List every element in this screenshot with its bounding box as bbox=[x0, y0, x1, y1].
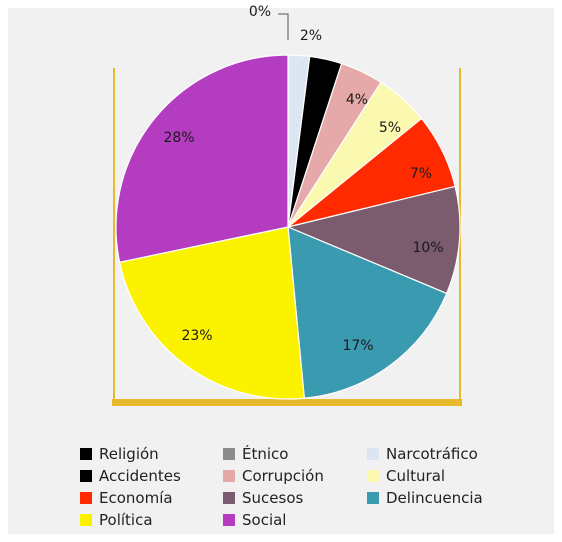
legend-swatch bbox=[80, 514, 92, 526]
frame-base-bar bbox=[112, 399, 462, 406]
legend: Religión Étnico Narcotráfico Accidentes Corr… bbox=[80, 441, 550, 531]
legend-label: Social bbox=[242, 511, 287, 529]
legend-swatch bbox=[223, 448, 235, 460]
legend-swatch bbox=[223, 514, 235, 526]
leader-line-0pct bbox=[278, 13, 289, 40]
legend-swatch bbox=[367, 492, 379, 504]
legend-item-sucesos: Sucesos bbox=[223, 487, 303, 509]
pie-slice-sucesos bbox=[286, 185, 461, 295]
legend-swatch bbox=[80, 470, 92, 482]
legend-label: Cultural bbox=[386, 467, 446, 485]
slice-label-cultural: 5% bbox=[379, 120, 401, 136]
slice-label-sucesos: 10% bbox=[412, 240, 443, 256]
legend-item-delincuencia: Delincuencia bbox=[367, 487, 483, 509]
legend-swatch bbox=[80, 448, 92, 460]
legend-label: Accidentes bbox=[99, 467, 181, 485]
slice-label-religión: 0% bbox=[249, 4, 271, 20]
legend-label: Delincuencia bbox=[386, 489, 483, 507]
legend-item-cultural: Cultural bbox=[367, 465, 445, 487]
slice-label-economía: 7% bbox=[410, 166, 432, 182]
slice-label-social: 28% bbox=[163, 130, 194, 146]
legend-item-narcotráfico: Narcotráfico bbox=[367, 443, 478, 465]
legend-label: Política bbox=[99, 511, 153, 529]
legend-item-economía: Economía bbox=[80, 487, 173, 509]
legend-item-política: Política bbox=[80, 509, 153, 531]
legend-swatch bbox=[80, 492, 92, 504]
slice-label-corrupción: 4% bbox=[346, 92, 368, 108]
legend-swatch bbox=[223, 470, 235, 482]
legend-label: Religión bbox=[99, 445, 159, 463]
legend-label: Narcotráfico bbox=[386, 445, 478, 463]
legend-label: Corrupción bbox=[242, 467, 324, 485]
legend-item-étnico: Étnico bbox=[223, 443, 288, 465]
pie-slice-social bbox=[115, 54, 289, 263]
slice-label-delincuencia: 17% bbox=[342, 338, 373, 354]
legend-label: Economía bbox=[99, 489, 173, 507]
pie-slice-política bbox=[118, 226, 306, 400]
legend-item-social: Social bbox=[223, 509, 286, 531]
pie-slice-delincuencia bbox=[287, 226, 448, 399]
slice-label-narcotráfico: 2% bbox=[300, 28, 322, 44]
legend-swatch bbox=[367, 448, 379, 460]
legend-item-religión: Religión bbox=[80, 443, 159, 465]
legend-label: Étnico bbox=[242, 445, 289, 463]
legend-item-corrupción: Corrupción bbox=[223, 465, 324, 487]
legend-swatch bbox=[367, 470, 379, 482]
legend-label: Sucesos bbox=[242, 489, 304, 507]
legend-item-accidentes: Accidentes bbox=[80, 465, 181, 487]
legend-swatch bbox=[223, 492, 235, 504]
slice-label-política: 23% bbox=[181, 328, 212, 344]
